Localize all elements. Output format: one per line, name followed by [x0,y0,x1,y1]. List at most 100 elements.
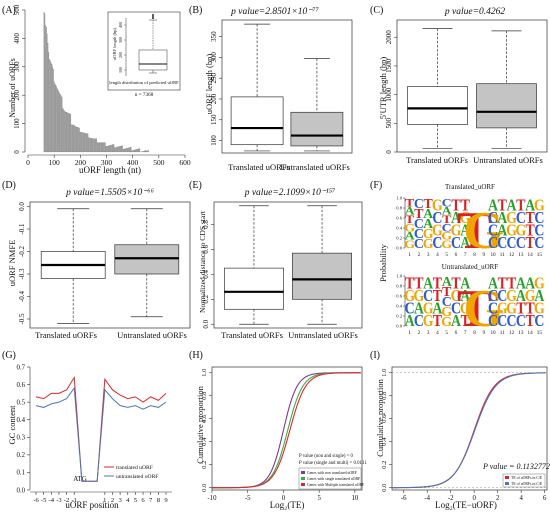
histogram-bar [86,133,88,153]
histogram-bar [120,145,122,153]
logo-letter: G [423,236,434,251]
x-axis-label: Log₂(TE) [270,500,305,510]
histogram-bar [115,147,117,153]
logo-letter: G [463,202,504,260]
histogram-bar [57,90,59,153]
panel-f: (F) Probability Translated_uORF Untransl… [370,180,545,338]
logo-letter: T [414,274,424,293]
position-label: 1 [408,330,411,336]
inset-y-tick-label: 300 [118,37,123,43]
histogram-bar [64,111,66,153]
logo-letter: G [423,226,434,241]
inset-y-ticks: 100 200 300 400 [118,22,126,73]
histogram-bar [72,125,74,153]
position-label: 10 [490,252,496,258]
x-tick-label: 600 [179,158,191,167]
position-label: 7 [464,252,467,258]
panel-letter: (C) [370,5,383,16]
histogram-bar [100,142,101,153]
legend-translated: translated uORF [116,465,153,471]
y-tick-label: 0.8 [201,391,208,400]
logo-letter: G [497,299,508,318]
logo-letter: T [414,206,423,221]
x-axis-label: Log₂(TE−uORF) [435,500,497,510]
histogram-bar [55,85,57,153]
histogram-bar [73,124,75,153]
logo-letter: A [460,234,471,253]
y-tick-label: 200 [13,89,21,100]
position-label: 9 [482,330,485,336]
logo-letter: C [432,209,442,228]
legend-series-2: TE of uORFs in C/E [511,482,543,486]
logo-letter: G [404,238,415,250]
y-tick-label: 0.6 [201,414,208,423]
histogram-bar [110,145,112,153]
legend-series-1: TE of uORFs in C/E [511,476,543,480]
y-tick-label: 300 [13,61,21,72]
logo-letter: T [451,274,461,293]
logo-letter: A [405,205,416,217]
logo-letter: T [461,196,471,215]
y-tick-label: 1.0 [381,368,388,377]
logo-letter: T [405,274,415,293]
logo-letter: T [461,312,471,331]
y-tick-label: 150 [210,114,218,125]
y-tick-label: 0.3 [17,435,26,442]
logo-letter: G [506,299,517,318]
y-tick-label: 0.6 [396,294,402,299]
x-tick-label: 300 [101,158,113,167]
histogram-bar [66,112,68,153]
histogram-bar [129,147,131,153]
position-label: 2 [418,330,421,336]
histogram-bar [93,138,95,153]
histogram-bar [137,149,138,153]
logo-letter: C [442,294,452,309]
panel-letter: (H) [189,350,203,361]
logo-letter: A [534,287,545,306]
panel-e: (E) p value=2.1099×10⁻¹⁵⁷ Normalized dis… [189,180,363,340]
logo-letter: G [463,280,504,338]
histogram-bar [133,149,135,153]
logo-letter: G [423,299,434,318]
y-tick-label: 0.8 [202,220,210,229]
x-axis-label: uORF length (nt) [79,165,141,175]
y-tick-label: 1500 [385,58,393,73]
position-label: 13 [518,252,524,258]
y-tick-label: 0.4 [381,437,388,446]
logo-letter: T [457,280,492,338]
top-logo-title: Translated_uORF [445,183,495,191]
histogram-bar [111,144,112,153]
y-tick-label: 0.0 [381,483,388,492]
histogram-bar [125,148,126,153]
logo-letter: C [507,234,517,253]
logo-letter: T [498,274,508,293]
plot-frame [221,19,353,154]
logo-letter: T [507,274,517,293]
histogram-bar [132,150,134,153]
x-tick-label: -10 [207,495,217,502]
position-label: 12 [509,252,515,258]
logo-letter: C [442,197,452,209]
logo-letter: G [506,221,517,240]
logo-letter: A [488,196,499,215]
histogram-bar [77,127,79,153]
y-tick-label: 2000 [385,30,393,45]
position-label: 9 [482,252,485,258]
plot-frame [29,201,191,329]
x-tick-label: 200 [75,158,87,167]
histogram-bar [94,138,96,153]
histogram-bar [88,137,90,153]
logo-letter: A [423,216,433,231]
group-label-translated: Translated uORFs [221,330,283,340]
histogram-bar [84,133,86,153]
histogram-bar [49,59,50,153]
x-tick-label: 500 [153,158,165,167]
logo-letter: T [525,209,535,228]
y-tick-label: 0.2 [381,461,388,469]
histogram-bar [128,147,130,153]
position-label: 3 [427,252,430,258]
y-axis-label: uORF NMFE [7,240,17,287]
histogram-bar [52,66,53,153]
histogram-bar [118,146,120,153]
